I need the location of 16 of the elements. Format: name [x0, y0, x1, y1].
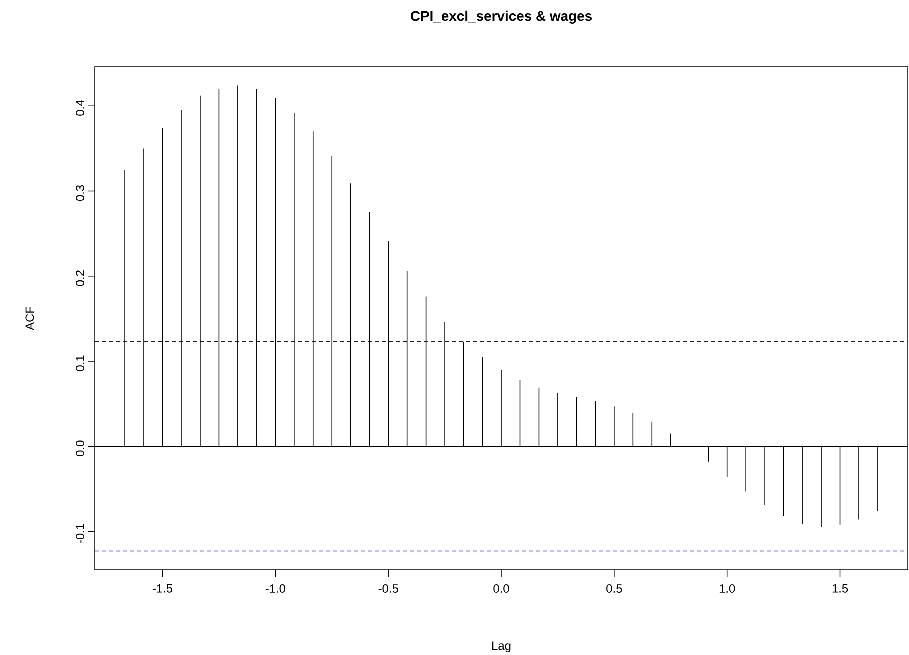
x-tick-label: -1.5	[152, 584, 173, 593]
y-axis-title: ACF	[26, 307, 34, 330]
y-tick-label: 0.1	[76, 356, 84, 372]
x-tick-label: 1.0	[720, 584, 736, 593]
x-tick-label: 0.0	[494, 584, 510, 593]
x-tick-label: 1.5	[832, 584, 848, 593]
y-tick-label: -0.1	[76, 524, 84, 544]
y-tick-label: 0.0	[76, 440, 84, 456]
x-tick-label: -0.5	[378, 584, 398, 593]
y-tick-label: 0.2	[76, 270, 84, 286]
x-tick-label: 0.5	[606, 584, 622, 593]
y-tick-label: 0.3	[76, 185, 84, 202]
x-tick-label: -1.0	[266, 584, 286, 593]
chart-title: CPI_excl_services & wages	[410, 10, 592, 24]
x-axis-title: Lag	[492, 642, 511, 652]
y-tick-label: 0.4	[76, 100, 84, 116]
